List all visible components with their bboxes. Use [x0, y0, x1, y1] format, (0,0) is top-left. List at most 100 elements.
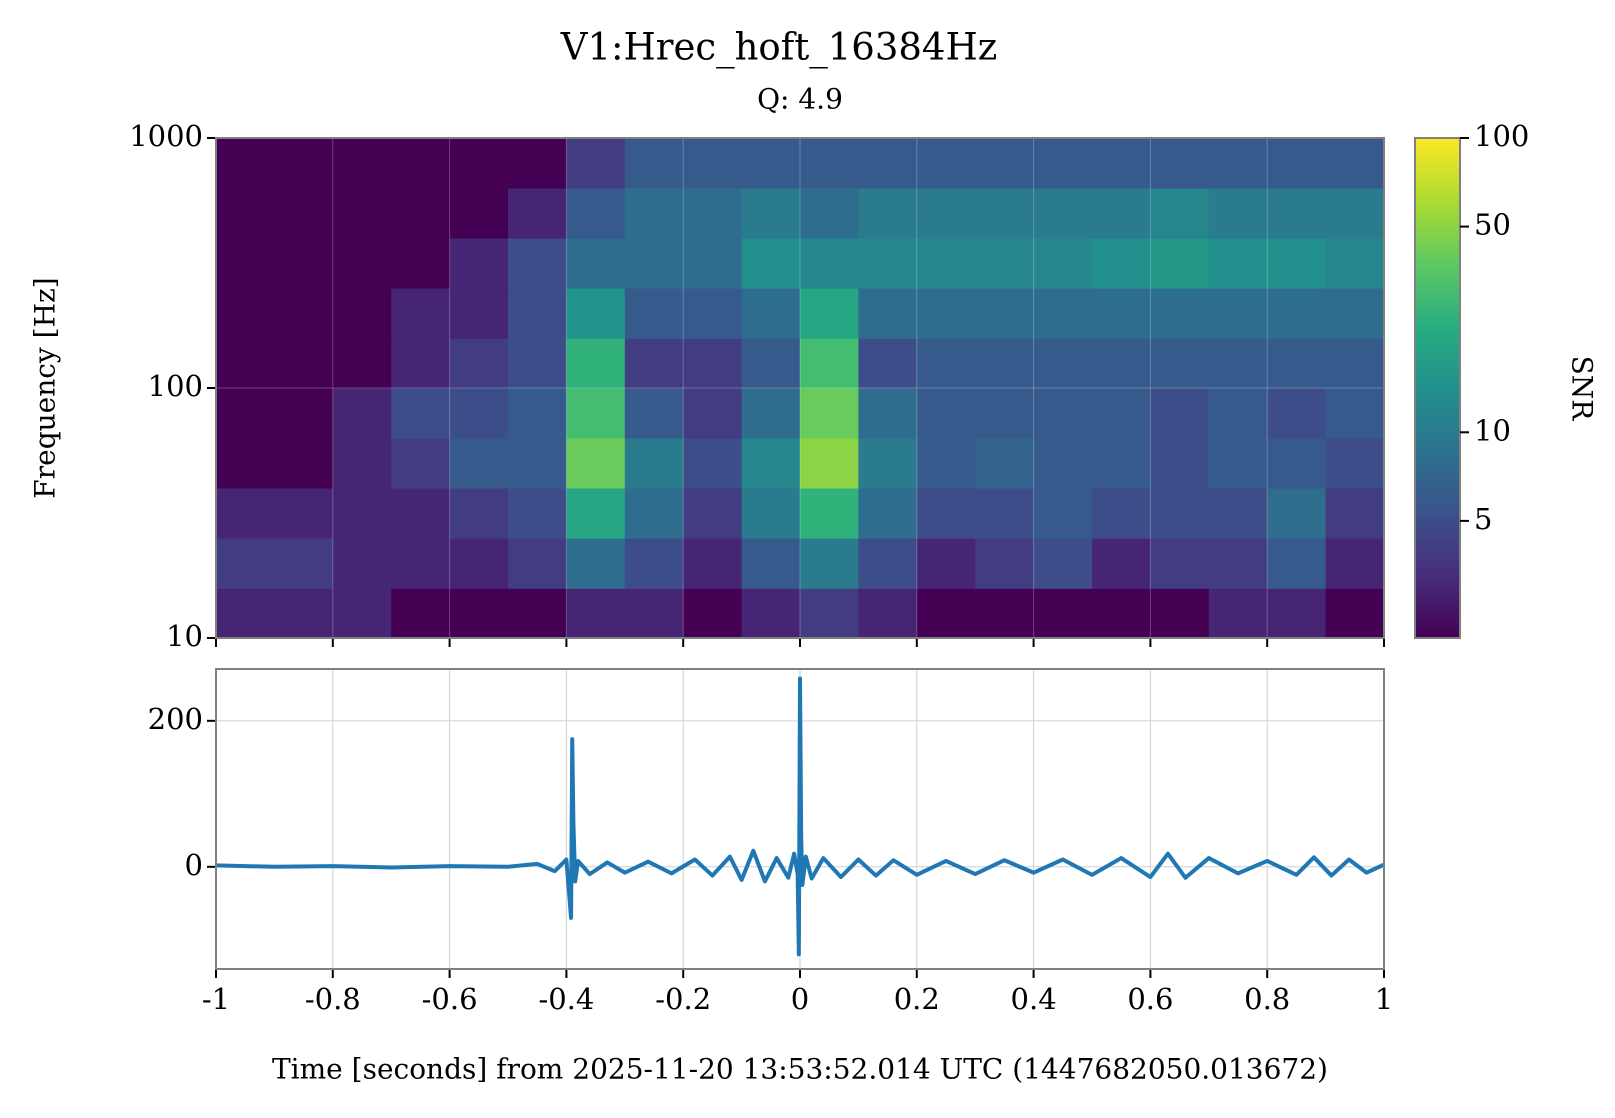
heatmap-cell	[683, 588, 743, 639]
heatmap-cell	[391, 238, 451, 289]
heatmap-cell	[975, 288, 1035, 339]
heatmap-cell	[1267, 538, 1327, 589]
x-tick-label: -0.6	[422, 982, 478, 1016]
heatmap-cell	[1033, 187, 1093, 239]
heatmap-cell	[1092, 388, 1151, 439]
heatmap-cell	[1325, 538, 1385, 589]
heatmap-cell	[1150, 588, 1210, 639]
heatmap-cell	[508, 338, 567, 389]
heatmap-cell	[391, 338, 451, 389]
heatmap-cell	[332, 338, 392, 389]
x-tick-label: 0	[791, 982, 809, 1016]
heatmap-cell	[332, 138, 392, 189]
heatmap-cell	[508, 138, 567, 189]
heatmap-cell	[624, 238, 684, 289]
heatmap-cell	[216, 437, 275, 489]
heatmap-cell	[216, 488, 275, 539]
heatmap-cell	[1267, 138, 1327, 189]
heatmap-cell	[683, 238, 743, 289]
heatmap-cell	[391, 538, 451, 589]
heatmap-cell	[916, 538, 976, 589]
heatmap-cell	[741, 437, 801, 489]
heatmap-cell	[683, 437, 743, 489]
heatmap-cell	[975, 388, 1035, 439]
colorbar-tick-label: 100	[1474, 119, 1529, 153]
heatmap-cell	[1150, 437, 1210, 489]
heatmap-cell	[858, 187, 918, 239]
heatmap-cell	[332, 488, 392, 539]
heatmap-cell	[916, 288, 976, 339]
heatmap-cell	[741, 338, 801, 389]
heatmap-cell	[741, 538, 801, 589]
heatmap-cell	[274, 437, 334, 489]
heatmap-cell	[1033, 437, 1093, 489]
heatmap-cell	[1325, 338, 1385, 389]
x-tick-label: 0.8	[1244, 982, 1290, 1016]
heatmap-cell	[1092, 238, 1151, 289]
chart-subtitle: Q: 4.9	[757, 83, 843, 116]
heatmap-cell	[566, 388, 626, 439]
heatmap-cell	[508, 488, 567, 539]
heatmap-cell	[858, 288, 918, 339]
heatmap-cell	[1092, 488, 1151, 539]
heatmap-cell	[332, 187, 392, 239]
x-axis-label: Time [seconds] from 2025-11-20 13:53:52.…	[272, 1053, 1328, 1086]
heatmap-cell	[566, 238, 626, 289]
heatmap-cell	[858, 538, 918, 589]
heatmap-cell	[216, 588, 275, 639]
heatmap-cell	[391, 588, 451, 639]
heatmap-cell	[1325, 138, 1385, 189]
heatmap-cell	[1208, 138, 1268, 189]
heatmap-cell	[332, 238, 392, 289]
heatmap-cell	[1267, 588, 1327, 639]
heatmap-cell	[566, 437, 626, 489]
colorbar-frame	[1414, 137, 1461, 639]
x-tick-label: -0.2	[655, 982, 711, 1016]
heatmap-cell	[800, 388, 859, 439]
heatmap-cell	[916, 238, 976, 289]
heatmap-cell	[1208, 437, 1268, 489]
heatmap-cell	[858, 588, 918, 639]
heatmap-cell	[216, 388, 275, 439]
heatmap-cell	[975, 488, 1035, 539]
heatmap-cell	[274, 588, 334, 639]
heatmap-cell	[216, 187, 275, 239]
heatmap-cell	[683, 338, 743, 389]
heatmap-cell	[1150, 238, 1210, 289]
heatmap-cell	[1150, 187, 1210, 239]
heatmap-cell	[449, 238, 509, 289]
y-tick-label: 200	[148, 702, 203, 736]
heatmap-cell	[332, 288, 392, 339]
heatmap-cell	[449, 388, 509, 439]
heatmap-cell	[1150, 338, 1210, 389]
heatmap-cell	[391, 138, 451, 189]
heatmap-cell	[216, 288, 275, 339]
heatmap-cell	[916, 338, 976, 389]
heatmap-cell	[1325, 388, 1385, 439]
heatmap-cell	[916, 488, 976, 539]
heatmap-cell	[216, 538, 275, 589]
heatmap-cell	[741, 238, 801, 289]
heatmap-cell	[800, 187, 859, 239]
heatmap-cell	[741, 288, 801, 339]
colorbar-label: SNR	[1566, 356, 1599, 422]
heatmap-cell	[858, 437, 918, 489]
heatmap-cell	[274, 138, 334, 189]
heatmap-cell	[391, 488, 451, 539]
heatmap-cell	[566, 488, 626, 539]
x-tick-label: 0.4	[1011, 982, 1057, 1016]
heatmap-cell	[1267, 288, 1327, 339]
heatmap-cell	[1325, 288, 1385, 339]
heatmap-cell	[566, 288, 626, 339]
heatmap-cell	[391, 187, 451, 239]
heatmap-cell	[1033, 588, 1093, 639]
heatmap-cell	[216, 238, 275, 289]
heatmap-cell	[391, 388, 451, 439]
heatmap-cell	[1033, 238, 1093, 289]
heatmap-cell	[1092, 437, 1151, 489]
heatmap-cell	[1325, 437, 1385, 489]
heatmap-cell	[1208, 388, 1268, 439]
heatmap-cell	[274, 288, 334, 339]
heatmap-cell	[683, 187, 743, 239]
